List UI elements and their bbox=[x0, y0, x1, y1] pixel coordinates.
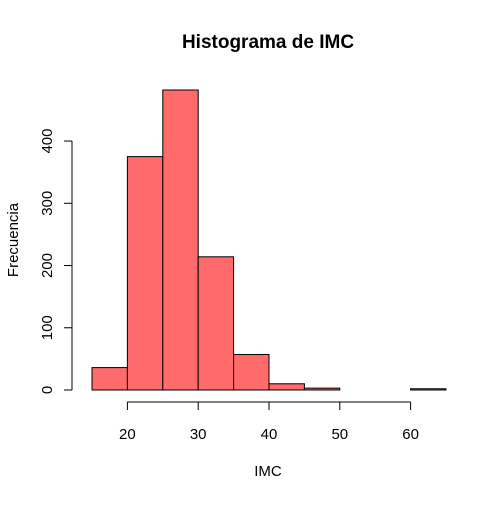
chart-title: Histograma de IMC bbox=[182, 32, 354, 53]
y-axis-label: Frecuencia bbox=[5, 202, 22, 277]
histogram-bar bbox=[233, 354, 270, 391]
histogram-bars bbox=[91, 89, 447, 391]
x-axis: 20 30 40 50 60 bbox=[119, 401, 419, 443]
x-tick-label: 30 bbox=[190, 426, 207, 443]
x-tick-label: 20 bbox=[119, 426, 136, 443]
histogram-bar bbox=[126, 156, 164, 391]
histogram-bar bbox=[91, 367, 128, 391]
y-tick-label: 200 bbox=[39, 253, 56, 278]
y-tick-label: 400 bbox=[39, 129, 56, 154]
y-tick-label: 100 bbox=[39, 315, 56, 340]
histogram-bar bbox=[197, 256, 235, 391]
x-axis-label: IMC bbox=[254, 463, 282, 480]
x-tick-label: 50 bbox=[331, 426, 348, 443]
histogram-bar bbox=[410, 388, 447, 391]
histogram-bar bbox=[303, 387, 341, 391]
histogram-bar bbox=[162, 89, 199, 391]
x-tick-label: 40 bbox=[261, 426, 278, 443]
histogram-bar bbox=[268, 383, 305, 391]
x-tick-label: 60 bbox=[402, 426, 419, 443]
y-tick-label: 0 bbox=[39, 386, 56, 394]
y-tick-label: 300 bbox=[39, 191, 56, 216]
y-axis: 0 100 200 300 400 bbox=[39, 129, 73, 394]
